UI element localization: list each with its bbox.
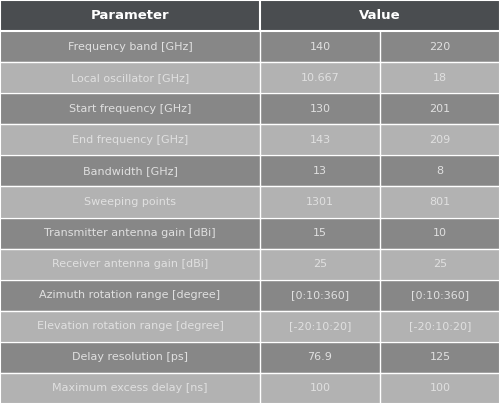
Text: 220: 220 [430, 42, 450, 52]
Bar [0, 156, 500, 187]
Text: 130: 130 [310, 104, 330, 114]
Text: Value: Value [359, 9, 401, 22]
Bar [0, 31, 500, 62]
Bar [0, 248, 500, 280]
Bar [0, 280, 500, 311]
Text: [0:10:360]: [0:10:360] [291, 290, 349, 300]
Text: Transmitter antenna gain [dBi]: Transmitter antenna gain [dBi] [44, 228, 216, 238]
Text: 140: 140 [310, 42, 330, 52]
Bar [0, 62, 500, 93]
Bar [0, 124, 500, 156]
Text: End frequency [GHz]: End frequency [GHz] [72, 135, 188, 145]
Text: 18: 18 [433, 73, 447, 83]
Text: Maximum excess delay [ns]: Maximum excess delay [ns] [52, 383, 208, 393]
Bar [0, 187, 500, 217]
Text: 25: 25 [433, 259, 447, 269]
Text: Local oscillator [GHz]: Local oscillator [GHz] [71, 73, 189, 83]
Text: Azimuth rotation range [degree]: Azimuth rotation range [degree] [40, 290, 220, 300]
Text: Frequency band [GHz]: Frequency band [GHz] [68, 42, 192, 52]
Text: 15: 15 [313, 228, 327, 238]
Text: Delay resolution [ps]: Delay resolution [ps] [72, 352, 188, 362]
Text: Sweeping points: Sweeping points [84, 197, 176, 207]
Text: 13: 13 [313, 166, 327, 176]
Bar [0, 311, 500, 342]
Bar [0, 217, 500, 248]
Text: 10.667: 10.667 [300, 73, 340, 83]
Bar [0, 0, 500, 31]
Text: Elevation rotation range [degree]: Elevation rotation range [degree] [36, 321, 224, 331]
Text: Start frequency [GHz]: Start frequency [GHz] [69, 104, 191, 114]
Text: 125: 125 [430, 352, 450, 362]
Text: Receiver antenna gain [dBi]: Receiver antenna gain [dBi] [52, 259, 208, 269]
Text: [0:10:360]: [0:10:360] [411, 290, 469, 300]
Text: 10: 10 [433, 228, 447, 238]
Text: 801: 801 [430, 197, 450, 207]
Text: Bandwidth [GHz]: Bandwidth [GHz] [82, 166, 178, 176]
Text: [-20:10:20]: [-20:10:20] [409, 321, 471, 331]
Text: 1301: 1301 [306, 197, 334, 207]
Text: 143: 143 [310, 135, 330, 145]
Text: Parameter: Parameter [90, 9, 170, 22]
Text: 8: 8 [436, 166, 444, 176]
Text: 76.9: 76.9 [308, 352, 332, 362]
Bar [0, 93, 500, 124]
Bar [0, 373, 500, 404]
Text: [-20:10:20]: [-20:10:20] [289, 321, 351, 331]
Text: 100: 100 [310, 383, 330, 393]
Text: 100: 100 [430, 383, 450, 393]
Text: 201: 201 [430, 104, 450, 114]
Text: 25: 25 [313, 259, 327, 269]
Text: 209: 209 [430, 135, 450, 145]
Bar [0, 342, 500, 373]
